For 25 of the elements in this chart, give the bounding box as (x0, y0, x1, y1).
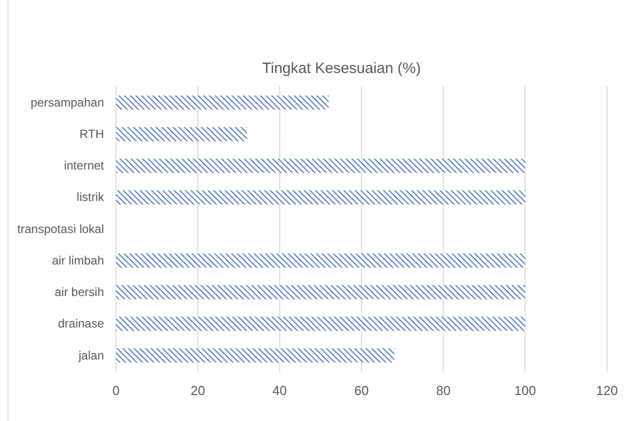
y-tick-label: persampahan (30, 95, 104, 110)
x-tick-label: 80 (436, 383, 451, 398)
y-tick-label: listrik (76, 190, 105, 204)
y-tick-label: jalan (78, 348, 104, 362)
x-tick-label: 20 (190, 383, 206, 398)
bar (116, 316, 526, 331)
y-tick-label: air bersih (54, 285, 104, 300)
y-tick-label: transpotasi lokal (17, 222, 104, 236)
bar (116, 285, 526, 300)
x-tick-label: 40 (272, 383, 287, 398)
bar (116, 95, 329, 110)
x-tick-label: 60 (354, 383, 369, 398)
x-tick-label: 0 (112, 383, 120, 398)
x-tick-label: 100 (514, 383, 536, 398)
bar (116, 253, 526, 268)
y-tick-label: RTH (80, 127, 104, 142)
y-tick-label: air limbah (52, 253, 104, 268)
bar (116, 348, 394, 363)
y-tick-label: drainase (58, 316, 104, 331)
chart-title: Tingkat Kesesuaian (%) (262, 60, 421, 77)
bar (116, 190, 526, 205)
bar (116, 127, 247, 142)
bar (116, 158, 526, 173)
x-tick-label: 120 (596, 383, 618, 398)
y-tick-label: internet (64, 158, 105, 173)
